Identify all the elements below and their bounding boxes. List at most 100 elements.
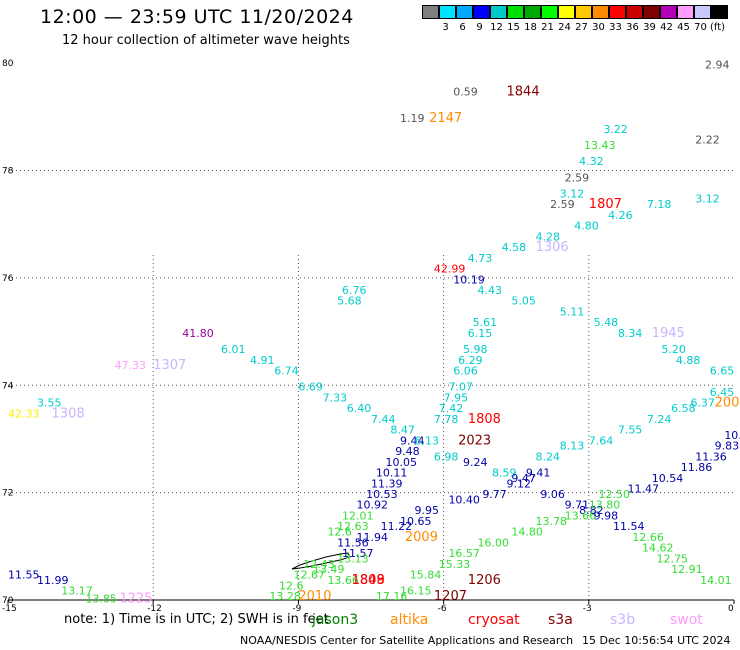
- wave-height-value: 10.54: [652, 472, 684, 485]
- wave-height-value: 10.92: [356, 499, 388, 512]
- wave-height-value: 7.64: [589, 434, 614, 447]
- wave-height-value: 12.66: [632, 531, 664, 544]
- wave-height-value: 12.6: [327, 526, 352, 539]
- jan-mayen-island: [291, 552, 351, 570]
- wave-height-value: 12.63: [337, 520, 369, 533]
- wave-height-value: 13.78: [536, 515, 568, 528]
- wave-height-value: 7.78: [434, 413, 459, 426]
- wave-height-value: 9.77: [482, 488, 507, 501]
- wave-height-value: 9.71: [565, 499, 590, 512]
- wave-height-value: 15.33: [439, 558, 471, 571]
- wave-height-value: 14.01: [700, 574, 732, 587]
- satellite-legend-swot: swot: [670, 612, 703, 628]
- map-axes: 807876747270-15-12-9-6-30: [2, 59, 735, 614]
- wave-height-value: 10.65: [400, 515, 432, 528]
- wave-height-value: 5.48: [594, 316, 619, 329]
- wave-height-value: 42.33: [8, 407, 40, 420]
- color-scale-label: 9: [476, 22, 483, 33]
- wave-height-value: 7.07: [448, 381, 473, 394]
- wave-height-value: 7.24: [647, 413, 672, 426]
- satellite-legend-s3b: s3b: [610, 612, 636, 628]
- wave-height-value: 9.95: [415, 504, 440, 517]
- wave-height-value: 7.33: [323, 391, 348, 404]
- wave-height-value: 3.55: [37, 397, 62, 410]
- pass-time-label: 1308: [52, 406, 85, 421]
- latitude-tick-label: 74: [2, 381, 14, 391]
- wave-height-value: 12.67: [294, 569, 326, 582]
- wave-height-value: 2.22: [695, 134, 720, 147]
- wave-height-value: 6.37: [690, 397, 715, 410]
- wave-height-value: 15.84: [410, 569, 442, 582]
- color-scale-swatch: [490, 5, 507, 19]
- wave-height-value: 9.41: [526, 467, 551, 480]
- color-scale-label: 70: [694, 22, 707, 33]
- wave-height-value: 6.98: [434, 450, 459, 463]
- wave-height-value: 4.26: [608, 209, 633, 222]
- wave-height-value: 3.12: [695, 193, 720, 206]
- wave-height-value: 5.11: [560, 305, 585, 318]
- wave-height-value: 11.22: [381, 520, 413, 533]
- wave-height-value: 9.24: [463, 456, 488, 469]
- wave-height-value: 6.13: [415, 434, 440, 447]
- wave-height-value: 13.66: [565, 509, 597, 522]
- wave-height-value: 4.32: [579, 155, 604, 168]
- pass-time-label: 1945: [652, 326, 685, 341]
- wave-height-value: 11.47: [628, 483, 660, 496]
- wave-height-value: 9.44: [400, 434, 425, 447]
- wave-height-value: 4.43: [477, 284, 502, 297]
- color-scale-swatch: [507, 5, 524, 19]
- wave-height-value: 41.80: [182, 327, 214, 340]
- color-scale-swatch: [575, 5, 592, 19]
- color-scale-label: 42: [660, 22, 673, 33]
- wave-height-value: 8.82: [579, 504, 604, 517]
- wave-height-value: 11.56: [337, 536, 369, 549]
- wave-height-value: 6.01: [221, 343, 246, 356]
- color-scale-label: 39: [643, 22, 656, 33]
- longitude-tick-label: -9: [292, 604, 301, 614]
- wave-height-value: 2.59: [550, 198, 575, 211]
- color-scale-swatch: [524, 5, 541, 19]
- color-scale-swatch: [541, 5, 558, 19]
- wave-height-value: 12.01: [342, 509, 374, 522]
- wave-height-value: 12.75: [657, 552, 689, 565]
- wave-height-value: 2.59: [565, 171, 590, 184]
- color-scale-swatch: [456, 5, 473, 19]
- land-outline: [291, 552, 351, 570]
- color-scale-swatch: [694, 5, 711, 19]
- wave-height-value: 12.43: [303, 558, 335, 571]
- wave-height-value: 4.80: [574, 220, 599, 233]
- footer-timestamp: 15 Dec 10:56:54 UTC 2024: [582, 634, 731, 647]
- wave-height-value: 10.40: [448, 493, 480, 506]
- wave-height-value: 14.62: [642, 542, 674, 555]
- wave-height-value: 10.93: [724, 429, 740, 442]
- color-scale-label: 18: [524, 22, 537, 33]
- wave-height-value: 1.19: [400, 112, 425, 125]
- color-scale-swatch: [592, 5, 609, 19]
- pass-time-label: 2009: [405, 530, 438, 545]
- wave-height-value: 4.91: [250, 354, 275, 367]
- wave-height-value: 10.11: [376, 467, 408, 480]
- wave-height-value: 5.05: [511, 295, 536, 308]
- latitude-tick-label: 72: [2, 489, 13, 499]
- wave-height-value: 13.17: [61, 585, 93, 598]
- color-scale-swatch: [609, 5, 626, 19]
- wave-height-value: 11.54: [613, 520, 645, 533]
- wave-height-value: 11.94: [356, 531, 388, 544]
- pass-time-label: 1206: [468, 573, 501, 588]
- map-subtitle: 12 hour collection of altimeter wave hei…: [62, 33, 350, 48]
- color-scale-label: 3: [442, 22, 449, 33]
- color-scale-label: (ft): [709, 22, 726, 33]
- wave-height-value: 6.65: [710, 365, 735, 378]
- wave-height-value: 6.29: [458, 354, 483, 367]
- wave-height-labels: 2.94 0.59 1844 1.19 2147 3.22 13.43 2.22 4.32 2.5…: [8, 59, 740, 607]
- wave-height-value: 5.68: [337, 295, 362, 308]
- pass-time-label: 2004: [715, 396, 740, 411]
- satellite-legend-altika: altika: [390, 612, 429, 628]
- color-scale-swatch: [558, 5, 575, 19]
- wave-height-value: 5.20: [661, 343, 686, 356]
- pass-time-label: 2147: [429, 111, 462, 126]
- wave-height-value: 4.28: [536, 230, 561, 243]
- wave-height-value: 4.58: [502, 241, 527, 254]
